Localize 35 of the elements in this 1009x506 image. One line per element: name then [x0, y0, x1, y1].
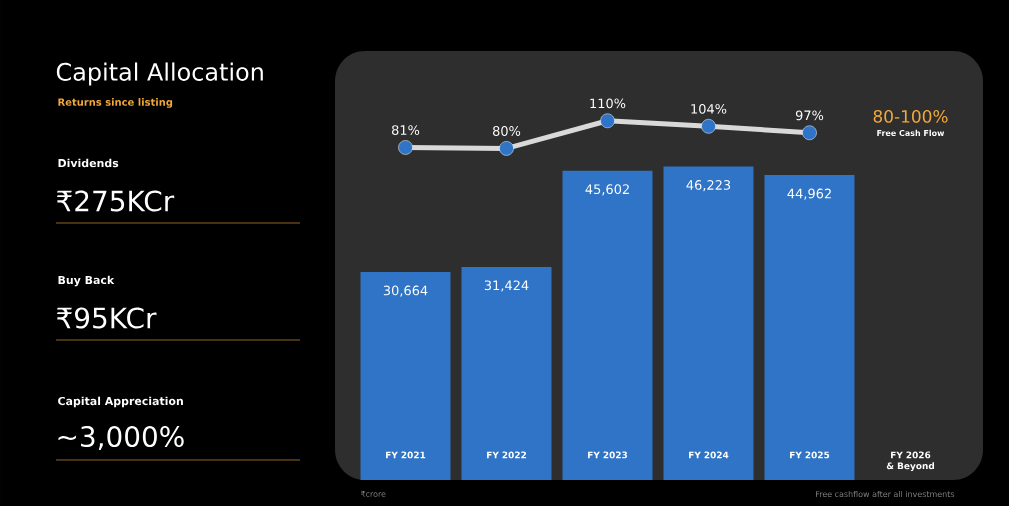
- data-label: 30,664: [383, 285, 428, 297]
- x-tick-label: FY 2025: [790, 451, 830, 459]
- text: ₹275KCr: [56, 190, 175, 212]
- annotation: 80-100%: [873, 109, 948, 123]
- text: ~3,000%: [58, 426, 184, 450]
- bar: [461, 266, 552, 480]
- data-label: 110%: [590, 98, 626, 109]
- point: [802, 125, 817, 140]
- data-label: 46,223: [686, 180, 731, 192]
- point: [499, 141, 514, 156]
- text: Dividends: [58, 158, 119, 168]
- text: ₹95KCr: [56, 307, 157, 329]
- point: [398, 140, 413, 155]
- bar: [764, 175, 855, 480]
- x-tick-label: FY 2021: [386, 451, 426, 459]
- point: [701, 119, 716, 134]
- text: Capital Allocation: [56, 62, 263, 86]
- text: Buy Back: [58, 275, 115, 287]
- data-label: 80%: [492, 126, 521, 136]
- point: [600, 113, 615, 129]
- data-label: 81%: [391, 125, 420, 135]
- x-tick-label: FY 2024: [689, 451, 729, 459]
- x-tick-label: FY 2022: [487, 451, 527, 459]
- data-label: 104%: [691, 103, 727, 114]
- text: Capital Appreciation: [58, 396, 183, 408]
- data-label: 97%: [795, 110, 824, 121]
- text: Returns since listing: [58, 98, 173, 108]
- data-label: 31,424: [484, 280, 529, 292]
- x-tick-label: FY 2023: [588, 451, 628, 459]
- x-tick-label: FY 2026 & Beyond: [886, 451, 935, 472]
- bar: [663, 166, 754, 480]
- bar: [562, 170, 653, 480]
- bar: [360, 272, 451, 480]
- data-label: 45,602: [585, 184, 629, 196]
- data-label: 44,962: [787, 188, 831, 200]
